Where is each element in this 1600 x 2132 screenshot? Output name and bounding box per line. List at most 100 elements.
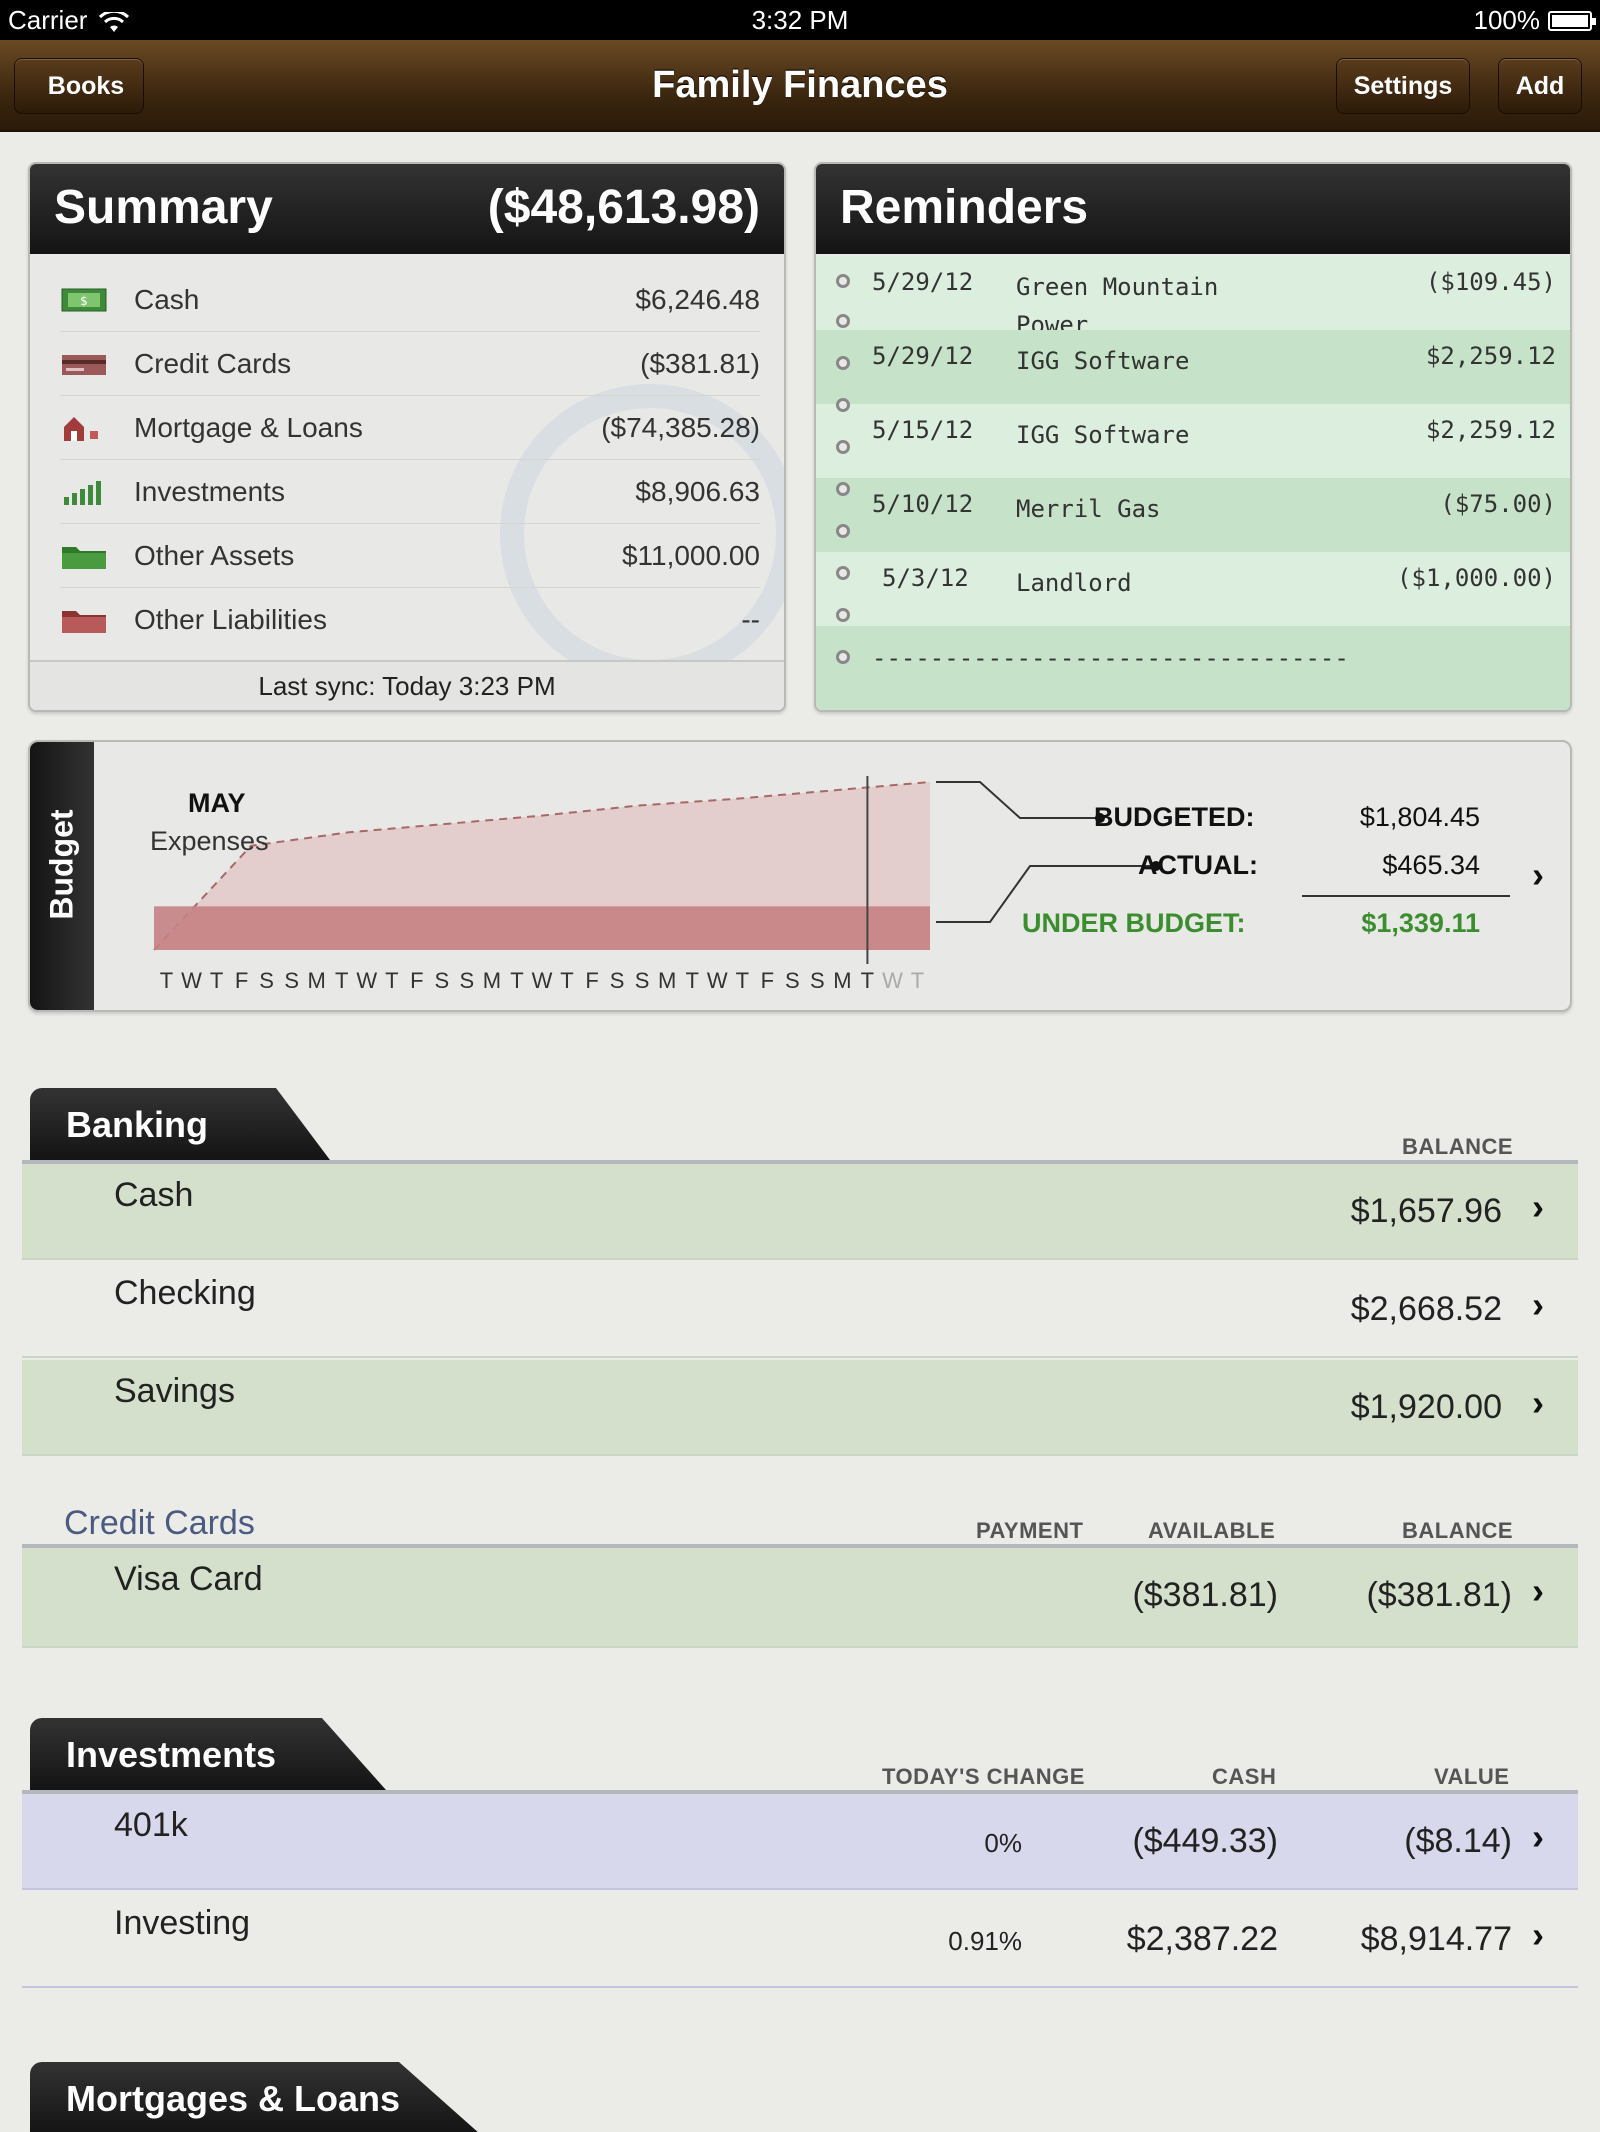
summary-row-credit-cards[interactable]: Credit Cards ($381.81) <box>60 332 760 396</box>
day-letter: S <box>810 968 825 993</box>
last-sync-status: Last sync: Today 3:23 PM <box>30 660 784 710</box>
mortgages-title: Mortgages & Loans <box>66 2078 401 2119</box>
reminders-header: Reminders <box>816 164 1570 254</box>
credit-cards-heading: Credit Cards <box>64 1504 255 1542</box>
reminder-date: 5/29/12 <box>872 268 974 296</box>
reminder-payee: IGG Software <box>1016 421 1190 449</box>
reminder-amount: ($75.00) <box>1440 490 1556 518</box>
status-bar: Carrier 3:32 PM 100% <box>0 0 1600 40</box>
clock: 3:32 PM <box>751 5 849 35</box>
reminder-payee: Merril Gas <box>1016 495 1161 523</box>
summary-row-other-liabilities[interactable]: Other Liabilities -- <box>60 588 760 652</box>
account-balance: $1,920.00 <box>1350 1388 1502 1426</box>
summary-total: ($48,613.98) <box>487 181 760 234</box>
account-row-visa-card[interactable]: Visa Card ($381.81) ($381.81) › <box>22 1548 1578 1648</box>
page-title: Family Finances <box>652 64 948 106</box>
account-value: $8,914.77 <box>1360 1920 1512 1958</box>
settings-button[interactable]: Settings <box>1336 58 1470 114</box>
invest-col-change: TODAY'S CHANGE <box>882 1764 1085 1789</box>
day-letter: T <box>911 968 924 993</box>
reminder-item[interactable]: 5/3/12 Landlord ($1,000.00) <box>816 552 1570 626</box>
summary-value: ($381.81) <box>640 347 760 379</box>
reminder-payee: Landlord <box>1016 569 1132 597</box>
summary-label: Investments <box>134 475 285 507</box>
credit-card-icon <box>62 354 106 375</box>
actual-dot <box>1151 861 1161 871</box>
account-row-cash[interactable]: Cash $1,657.96 › <box>22 1164 1578 1260</box>
binder-ring-icon <box>836 274 850 288</box>
day-letter: S <box>284 968 299 993</box>
cash-icon: $ <box>61 288 107 311</box>
day-letter: S <box>460 968 475 993</box>
day-letter: T <box>210 968 223 993</box>
summary-value: $11,000.00 <box>621 539 760 571</box>
reminder-item[interactable]: 5/29/12 Green Mountain Power ($109.45) <box>816 256 1570 339</box>
summary-row-other-assets[interactable]: Other Assets $11,000.00 <box>60 524 760 588</box>
account-name: Visa Card <box>114 1560 263 1598</box>
section-divider <box>22 1790 1578 1794</box>
credit-col-balance: BALANCE <box>1402 1518 1514 1543</box>
credit-col-available: AVAILABLE <box>1148 1518 1276 1543</box>
banking-section-tab: Banking <box>30 1088 330 1160</box>
day-letter: W <box>532 968 553 993</box>
account-row-savings[interactable]: Savings $1,920.00 › <box>22 1360 1578 1456</box>
budget-caption: Expenses <box>150 826 269 856</box>
reminder-item[interactable]: 5/10/12 Merril Gas ($75.00) <box>816 478 1570 552</box>
day-letter: M <box>658 968 676 993</box>
reminder-amount: $2,259.12 <box>1425 342 1556 370</box>
reminder-payee: Green Mountain Power <box>1016 268 1218 344</box>
account-row-investing[interactable]: Investing 0.91% $2,387.22 $8,914.77 › <box>22 1892 1578 1988</box>
reminder-amount: $2,259.12 <box>1425 416 1556 444</box>
account-row-checking[interactable]: Checking $2,668.52 › <box>22 1262 1578 1358</box>
reminder-date: 5/10/12 <box>872 490 974 518</box>
day-letter: T <box>861 968 874 993</box>
actual-label: ACTUAL: <box>1138 850 1258 880</box>
binder-ring-icon <box>836 440 850 454</box>
summary-row-investments[interactable]: Investments $8,906.63 <box>60 460 760 524</box>
day-letter: T <box>685 968 698 993</box>
reminders-list: 5/29/12 Green Mountain Power ($109.45) 5/… <box>816 256 1570 710</box>
battery-icon <box>1548 10 1596 31</box>
under-budget-value: $1,339.11 <box>1361 908 1480 938</box>
day-letter: W <box>707 968 728 993</box>
reminder-item[interactable]: 5/15/12 IGG Software $2,259.12 <box>816 404 1570 478</box>
folder-red-icon <box>62 611 106 633</box>
binder-ring-icon <box>836 608 850 622</box>
summary-value: ($74,385.28) <box>601 411 760 443</box>
binder-ring-icon <box>836 566 850 580</box>
summary-row-mortgage-loans[interactable]: Mortgage & Loans ($74,385.28) <box>60 396 760 460</box>
account-change: 0% <box>984 1828 1022 1858</box>
binder-ring-icon <box>836 356 850 370</box>
summary-value: $8,906.63 <box>635 475 760 507</box>
banking-title: Banking <box>66 1104 209 1145</box>
account-balance: ($381.81) <box>1366 1576 1512 1614</box>
chevron-right-icon[interactable]: › <box>1532 854 1544 895</box>
chevron-right-icon: › <box>1532 1914 1544 1955</box>
reminder-payee-line: Green Mountain <box>1016 273 1219 301</box>
section-divider <box>22 1544 1578 1548</box>
day-letter: T <box>560 968 573 993</box>
books-back-button[interactable]: Books <box>14 58 144 114</box>
account-row-401k[interactable]: 401k 0% ($449.33) ($8.14) › <box>22 1794 1578 1890</box>
invest-col-cash: CASH <box>1212 1764 1277 1789</box>
chevron-right-icon: › <box>1532 1186 1544 1227</box>
account-name: 401k <box>114 1806 188 1844</box>
reminder-item[interactable]: 5/29/12 IGG Software $2,259.12 <box>816 330 1570 404</box>
add-button[interactable]: Add <box>1498 58 1582 114</box>
summary-value: $6,246.48 <box>635 283 760 315</box>
day-letter: T <box>385 968 398 993</box>
day-letter: M <box>483 968 501 993</box>
bar-chart-icon <box>64 480 101 505</box>
summary-row-cash[interactable]: $ Cash $6,246.48 <box>60 268 760 332</box>
budgeted-leader-line <box>936 781 1096 819</box>
reminder-amount: ($1,000.00) <box>1397 564 1556 592</box>
day-letter: F <box>585 968 598 993</box>
wifi-icon <box>99 9 130 32</box>
day-letter: W <box>356 968 377 993</box>
actual-bar <box>154 906 930 950</box>
house-icon <box>64 416 98 441</box>
reminder-date: 5/29/12 <box>872 342 974 370</box>
reminders-panel: Reminders 5/29/12 Green Mountain Power ($… <box>814 162 1572 712</box>
chevron-right-icon: › <box>1532 1284 1544 1325</box>
